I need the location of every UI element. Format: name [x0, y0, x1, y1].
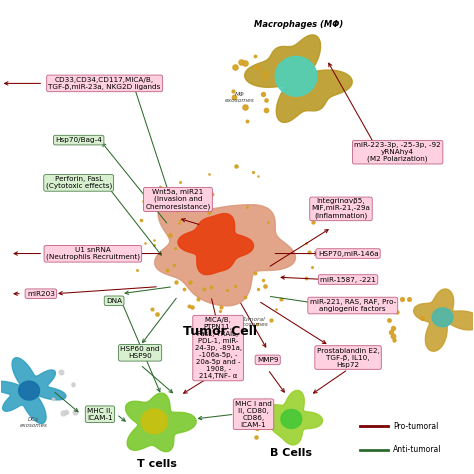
Polygon shape — [18, 381, 39, 400]
Text: Perforin, FasL
(Cytotoxic effects): Perforin, FasL (Cytotoxic effects) — [46, 176, 112, 190]
Polygon shape — [141, 409, 167, 434]
Text: T cells: T cells — [137, 459, 177, 469]
Text: U1 snRNA
(Neutrophils Recruitment): U1 snRNA (Neutrophils Recruitment) — [46, 247, 140, 260]
Text: MMP9: MMP9 — [257, 357, 278, 363]
Text: Prostablandin E2,
TGF-β, IL10,
Hsp72: Prostablandin E2, TGF-β, IL10, Hsp72 — [317, 347, 380, 367]
Text: Anti-tumoral: Anti-tumoral — [393, 445, 441, 454]
Text: Tumoral
exosomes: Tumoral exosomes — [239, 317, 268, 328]
Polygon shape — [245, 35, 352, 122]
Text: HSP70,miR-146a: HSP70,miR-146a — [318, 251, 378, 256]
Text: CD33,CD34,CD117,MICA/B,
TGF-β,miR-23a, NKG2D ligands: CD33,CD34,CD117,MICA/B, TGF-β,miR-23a, N… — [48, 77, 161, 90]
Polygon shape — [275, 56, 317, 96]
Text: MΦ
exosomes: MΦ exosomes — [225, 92, 254, 103]
Polygon shape — [281, 410, 302, 428]
Polygon shape — [414, 289, 474, 351]
Polygon shape — [126, 393, 196, 452]
Text: DNA: DNA — [106, 298, 122, 304]
Polygon shape — [178, 214, 254, 274]
Text: B Cells: B Cells — [270, 448, 312, 458]
Text: Wnt5a, miR21
(Invasion and
Chemoresistance): Wnt5a, miR21 (Invasion and Chemoresistan… — [146, 189, 210, 210]
Text: miR-221, RAS, RAF, Pro-
angiogenic factors: miR-221, RAS, RAF, Pro- angiogenic facto… — [310, 299, 396, 312]
Text: Tumor Cell: Tumor Cell — [183, 325, 257, 338]
Text: miR-223-3p, -25-3p, -92
yRNAhy4
(M2 Polarization): miR-223-3p, -25-3p, -92 yRNAhy4 (M2 Pola… — [354, 142, 441, 162]
Polygon shape — [432, 308, 453, 327]
Polygon shape — [155, 201, 295, 306]
Text: Integrinαvβ5,
MIF,miR-21,-29a
(Inflammation): Integrinαvβ5, MIF,miR-21,-29a (Inflammat… — [311, 199, 370, 219]
Text: DCs
exosomes: DCs exosomes — [20, 417, 48, 428]
Text: miR203: miR203 — [27, 291, 55, 297]
Text: Macrophages (MΦ): Macrophages (MΦ) — [254, 20, 343, 29]
Text: Pro-tumoral: Pro-tumoral — [393, 421, 438, 430]
Text: B Cells
exosomes: B Cells exosomes — [237, 418, 265, 429]
Text: Hsp70/Bag-4: Hsp70/Bag-4 — [55, 137, 102, 143]
Text: MICA/B,
PTPN11,
FasL, TRAIL,
PDL-1, miR-
24-3p, -891a,
-106a-5p, -
20a-5p and -
: MICA/B, PTPN11, FasL, TRAIL, PDL-1, miR-… — [194, 317, 242, 379]
Text: MHC II,
ICAM-1: MHC II, ICAM-1 — [87, 408, 113, 421]
Polygon shape — [0, 358, 66, 423]
Text: miR-1587, -221: miR-1587, -221 — [320, 276, 376, 283]
Polygon shape — [265, 391, 322, 445]
Text: HSP60 and
HSP90: HSP60 and HSP90 — [120, 346, 160, 359]
Polygon shape — [155, 201, 295, 306]
Text: MHC I and
II, CD80,
CD86,
ICAM-1: MHC I and II, CD80, CD86, ICAM-1 — [235, 401, 272, 428]
